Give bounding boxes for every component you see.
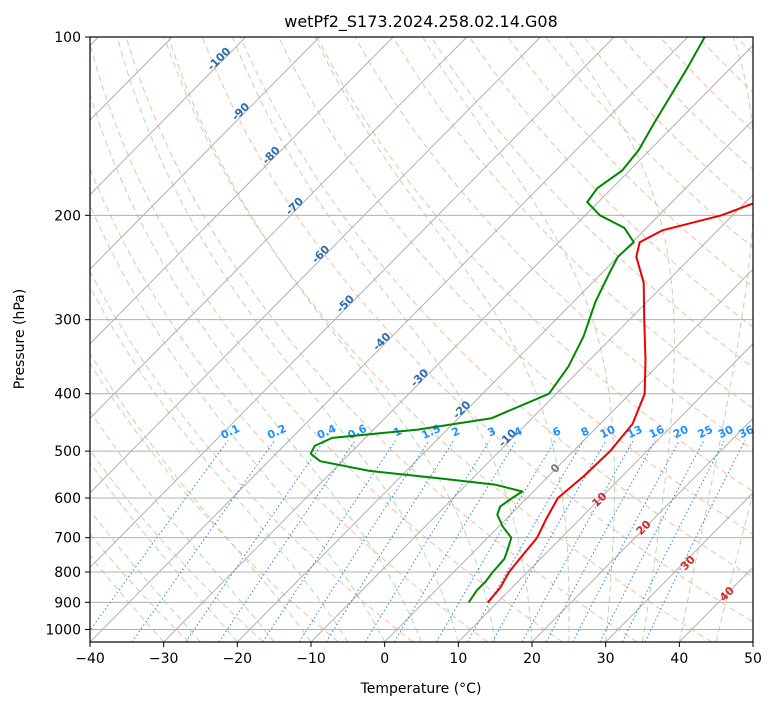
mixing-ratio-line <box>218 440 356 642</box>
mixing-ratio-line <box>467 440 584 642</box>
x-tick-label: 40 <box>670 651 688 667</box>
mixing-ratio-label: 30 <box>716 423 736 441</box>
mixing-ratio-line <box>491 440 607 642</box>
mixing-ratio-label: 25 <box>696 423 715 441</box>
moist-adiabat-line <box>566 37 675 642</box>
dry-adiabat-line <box>201 37 753 623</box>
x-tick-label: 10 <box>449 651 467 667</box>
isotherm-line <box>90 37 247 196</box>
dry-adiabat-line <box>240 37 753 579</box>
moist-adiabat-line <box>116 37 459 642</box>
x-axis-title: Temperature (°C) <box>360 681 482 697</box>
x-tick-label: −10 <box>296 651 326 667</box>
isotherm-line <box>384 268 753 642</box>
x-tick-label: 0 <box>380 651 389 667</box>
mixing-ratio-line <box>644 440 746 642</box>
moist-adiabat-line <box>422 37 615 642</box>
mixing-ratio-line <box>325 440 455 642</box>
dry-adiabat-line <box>316 37 753 493</box>
dry-adiabat-line <box>430 37 753 368</box>
isotherm-line <box>90 37 689 642</box>
x-tick-label: −30 <box>149 651 179 667</box>
isotherm-line <box>90 37 320 270</box>
mixing-ratio-line <box>435 440 556 642</box>
moist-adiabat-line <box>90 203 386 642</box>
moist-adiabat-line <box>90 92 422 642</box>
y-tick-label: 200 <box>54 208 81 224</box>
dewpoint-profile-line <box>309 37 706 603</box>
mixing-ratio-line <box>364 440 491 642</box>
mixing-ratio-line <box>521 440 634 642</box>
moist-adiabat-line <box>232 37 533 642</box>
y-tick-label: 800 <box>54 565 81 581</box>
isotherm-line <box>90 37 541 494</box>
x-axis: −40 −30 −20 −10 0 10 20 30 40 50 <box>75 642 762 667</box>
y-tick-label: 500 <box>54 444 81 460</box>
profiles <box>309 37 753 603</box>
y-tick-label: 1000 <box>45 622 81 638</box>
mixing-ratio-line <box>262 440 396 642</box>
mixing-ratio-label: 10 <box>598 423 618 441</box>
y-tick-label: 300 <box>54 313 81 329</box>
mixing-ratio-line <box>545 440 656 642</box>
x-tick-label: −20 <box>223 651 253 667</box>
y-tick-label: 600 <box>54 491 81 507</box>
dry-adiabat-line <box>278 37 753 535</box>
isotherm-line <box>531 417 753 642</box>
mixing-ratio-label: 20 <box>671 423 691 441</box>
isotherm-line <box>90 37 468 420</box>
dry-adiabat-line <box>90 449 264 642</box>
background-lines <box>90 37 753 642</box>
chart-title: wetPf2_S173.2024.258.02.14.G08 <box>284 12 558 32</box>
isotherm-line <box>236 119 753 642</box>
dry-adiabat-line <box>392 37 753 409</box>
y-tick-label: 700 <box>54 531 81 547</box>
mixing-ratio-line <box>298 440 430 642</box>
dry-adiabat-line <box>163 37 712 642</box>
y-tick-label: 400 <box>54 387 81 403</box>
dry-adiabat-line <box>354 37 753 451</box>
isotherm-line <box>310 193 753 642</box>
x-tick-label: 20 <box>523 651 541 667</box>
moist-adiabat-line <box>90 461 238 642</box>
y-axis: 100 200 300 400 500 600 700 800 900 1000 <box>45 30 90 638</box>
isotherm-line <box>605 492 753 642</box>
dry-adiabat-line <box>506 37 753 288</box>
moist-adiabat-line <box>90 509 201 642</box>
moist-adiabat-line <box>314 37 570 642</box>
isotherm-line <box>90 37 615 569</box>
x-tick-label: −40 <box>75 651 105 667</box>
dry-adiabat-line <box>90 167 488 642</box>
x-tick-label: 30 <box>597 651 615 667</box>
mixing-ratio-line <box>90 440 229 632</box>
moist-adiabat-line <box>90 554 165 642</box>
moist-adiabat-line <box>715 491 753 642</box>
mixing-ratio-line <box>393 440 517 642</box>
plot-frame <box>89 36 754 643</box>
dry-adiabat-line <box>468 37 753 328</box>
mixing-ratio-line <box>621 440 725 642</box>
moist-adiabat-line <box>90 410 275 642</box>
dry-adiabat-line <box>90 42 563 642</box>
mixing-ratio-label: 16 <box>647 423 667 441</box>
x-tick-label: 50 <box>744 651 762 667</box>
y-tick-label: 900 <box>54 595 81 611</box>
isotherm-line <box>457 343 753 642</box>
moist-adiabat-line <box>90 285 349 642</box>
moist-adiabat-line <box>168 37 496 642</box>
mixing-ratio-label: 36 <box>737 423 757 441</box>
isotherm-line <box>163 44 753 642</box>
dry-adiabat-line <box>125 37 638 642</box>
isotherm-line <box>90 37 394 345</box>
temperature-profile-line <box>487 202 753 603</box>
y-axis-title: Pressure (hPa) <box>12 289 28 389</box>
y-tick-label: 100 <box>54 30 81 46</box>
dry-adiabat-line <box>90 362 339 642</box>
mixing-ratio-line <box>185 440 325 642</box>
moist-adiabat-line <box>678 37 753 642</box>
